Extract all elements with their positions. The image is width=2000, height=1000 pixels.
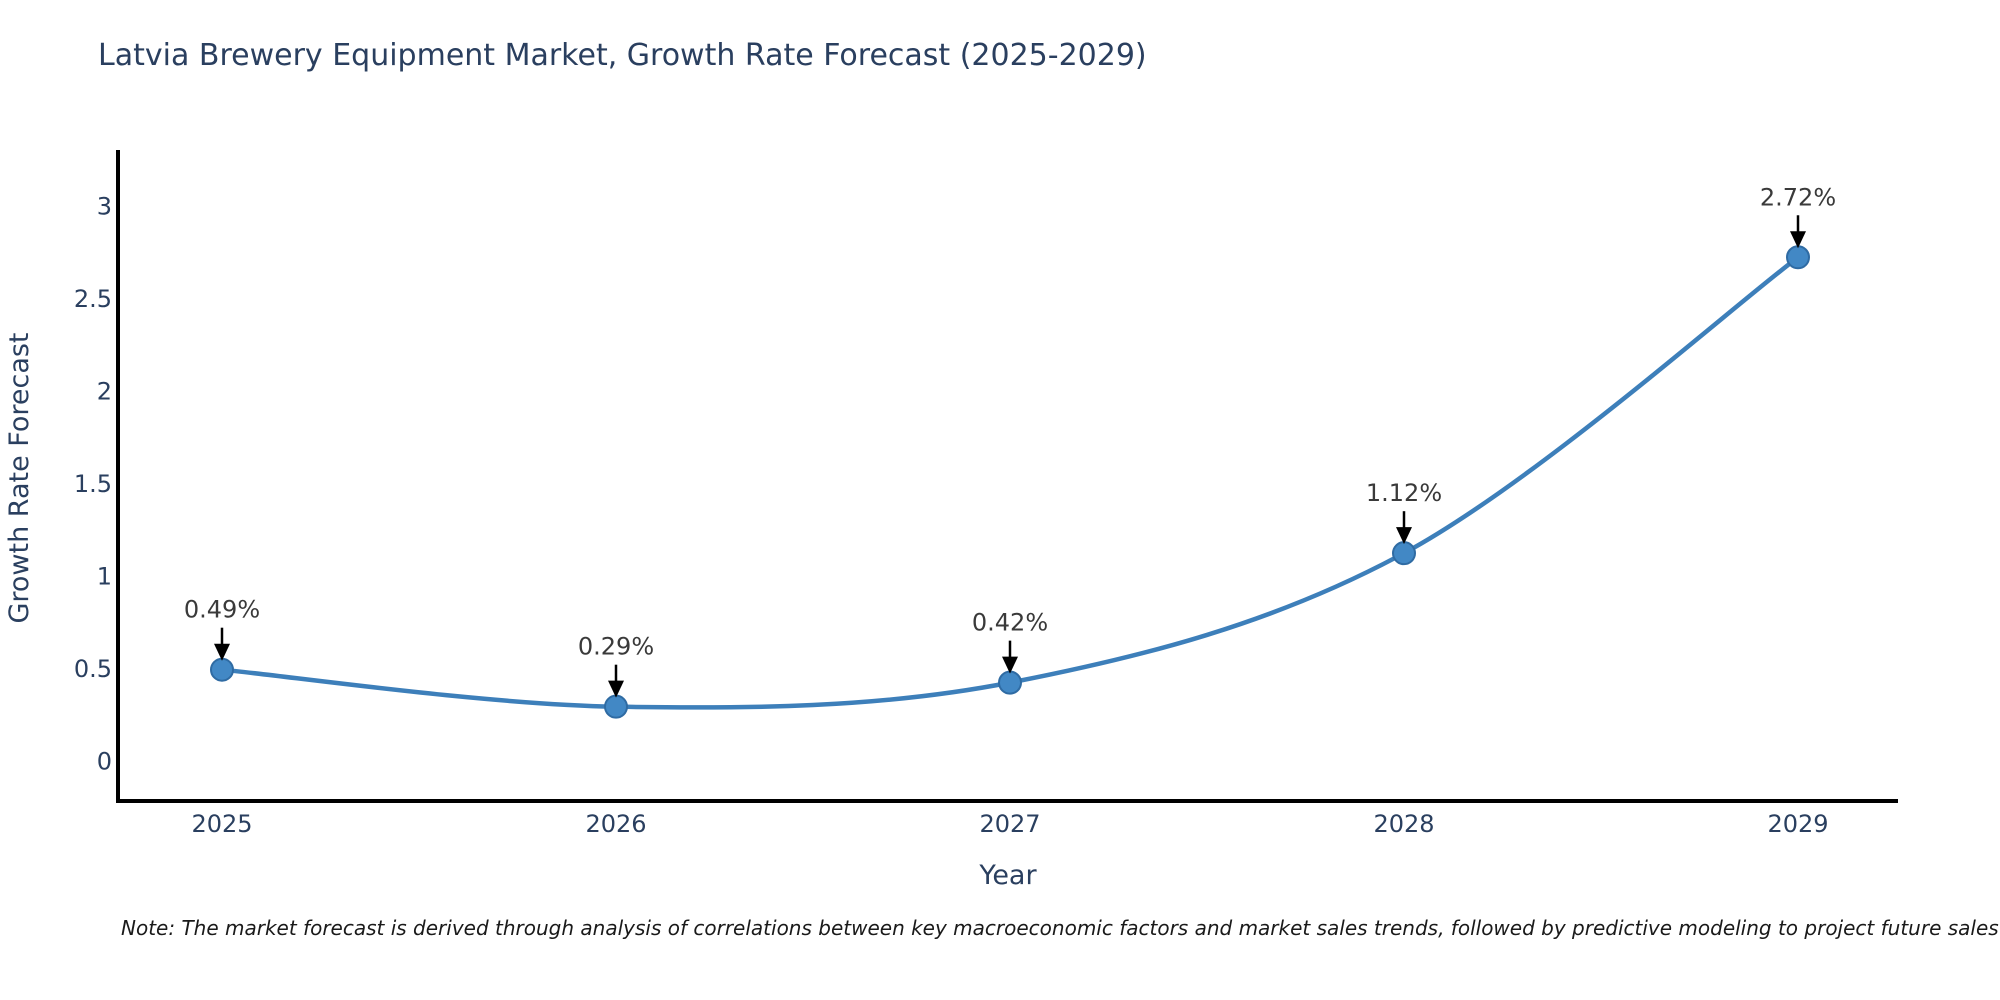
y-tick-label: 2 — [97, 377, 112, 405]
data-point-2029[interactable] — [1786, 245, 1810, 270]
annotation-arrowhead-2026 — [608, 680, 624, 698]
x-tick-label: 2028 — [1373, 810, 1434, 838]
x-tick-label: 2026 — [585, 810, 646, 838]
data-point-2027[interactable] — [998, 670, 1022, 695]
y-tick-label: 0 — [97, 747, 112, 775]
y-axis-title: Growth Rate Forecast — [4, 332, 35, 623]
plot-area: 0 0.5 1 1.5 2 2.5 3 2025 2026 2027 2028 2029 0.49% 0.… — [74, 150, 1898, 838]
chart-title: Latvia Brewery Equipment Market, Growth … — [98, 38, 1147, 73]
annotation-arrowhead-2028 — [1396, 527, 1412, 545]
annotation-label-2027: 0.42% — [972, 609, 1048, 637]
annotation-arrowhead-2027 — [1002, 656, 1018, 674]
x-tick-label: 2027 — [979, 810, 1040, 838]
trend-line — [219, 255, 1801, 710]
y-tick-label: 2.5 — [74, 285, 112, 313]
annotation-arrowhead-2025 — [214, 643, 230, 661]
data-point-2028[interactable] — [1392, 541, 1416, 566]
x-tick-label: 2029 — [1767, 810, 1828, 838]
x-tick-label: 2025 — [191, 810, 252, 838]
annotation-arrowhead-2029 — [1790, 231, 1806, 249]
annotation-label-2029: 2.72% — [1760, 183, 1836, 211]
x-axis-title: Year — [978, 860, 1037, 891]
y-tick-label: 0.5 — [74, 655, 112, 683]
data-point-2026[interactable] — [604, 694, 628, 719]
annotation-label-2028: 1.12% — [1366, 479, 1442, 507]
annotation-label-2026: 0.29% — [578, 633, 654, 661]
y-tick-label: 1 — [97, 562, 112, 590]
data-point-2025[interactable] — [210, 657, 234, 682]
annotation-label-2025: 0.49% — [184, 596, 260, 624]
y-tick-label: 1.5 — [74, 470, 112, 498]
footnote: Note: The market forecast is derived thr… — [121, 916, 1999, 940]
y-tick-label: 3 — [97, 192, 112, 220]
